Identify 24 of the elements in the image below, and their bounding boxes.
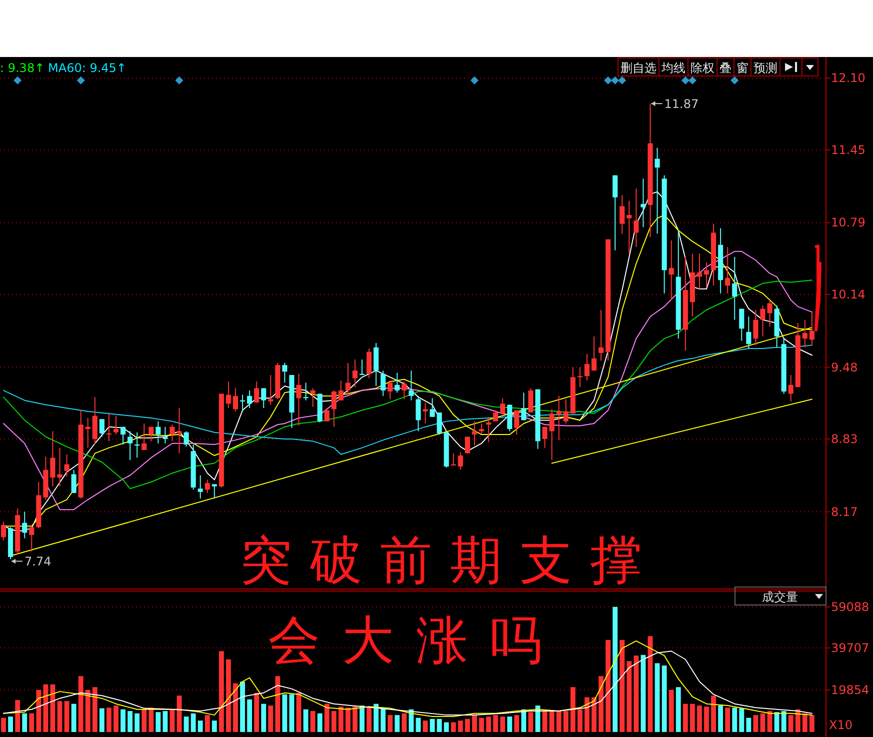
y-tick-label: 12.10 xyxy=(831,71,866,86)
text: X10 xyxy=(829,718,852,732)
annotation: 7.74 xyxy=(24,554,52,569)
annotation: 11.87 xyxy=(664,97,699,112)
text: 叠 xyxy=(720,61,732,75)
text: 预测 xyxy=(754,61,778,75)
text: MA60: 9.45↑ xyxy=(48,61,126,75)
annotation: 突破前期支撑 xyxy=(240,531,660,591)
text: 均线 xyxy=(660,61,686,75)
text: 除权 xyxy=(690,61,714,75)
y-tick-label: 19854 xyxy=(831,682,870,697)
y-tick-label: 8.83 xyxy=(831,432,858,446)
text: : 9.38↑ xyxy=(0,61,45,75)
annotation: 会大涨吗 xyxy=(268,611,564,671)
chart-title: 成交量 xyxy=(762,590,798,604)
y-tick-label: 11.45 xyxy=(831,142,866,157)
text: 删自选 xyxy=(620,61,656,75)
text: 窗 xyxy=(736,61,748,75)
y-tick-label: 8.17 xyxy=(831,504,858,519)
y-tick-label: 39707 xyxy=(831,640,870,655)
y-tick-label: 9.48 xyxy=(831,360,858,374)
y-tick-label: 59088 xyxy=(831,600,870,614)
y-tick-label: 10.79 xyxy=(831,216,866,230)
y-tick-label: 10.14 xyxy=(831,287,866,302)
